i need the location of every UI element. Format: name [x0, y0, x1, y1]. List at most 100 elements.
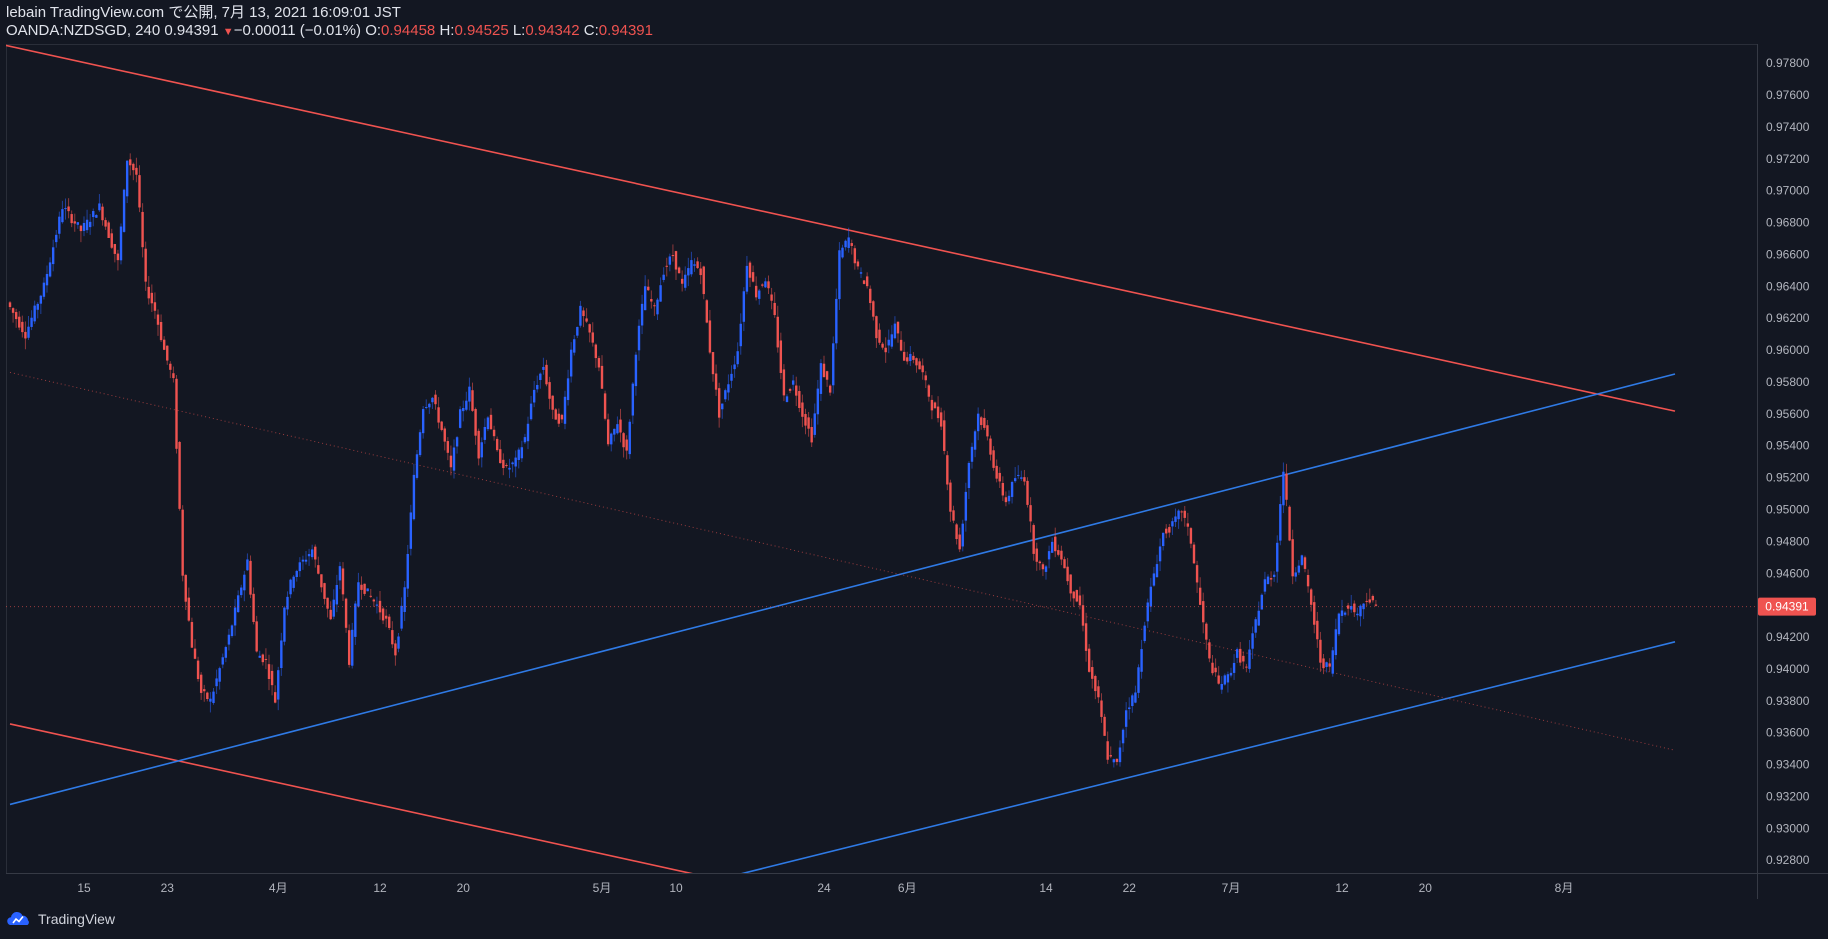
candle-body	[264, 658, 268, 660]
candle-body	[317, 565, 320, 574]
candle-body	[939, 412, 943, 427]
candle-body	[548, 382, 551, 399]
candle-body	[344, 598, 348, 628]
candle-body	[1038, 561, 1042, 564]
candle-body	[560, 414, 564, 420]
candle-body	[989, 438, 992, 455]
candle-body	[199, 674, 203, 693]
candle-body	[335, 585, 339, 605]
candle-body	[39, 295, 43, 304]
candle-body	[1084, 623, 1088, 651]
candle-body	[323, 583, 326, 599]
candle-body	[1097, 686, 1100, 698]
candle-body	[1171, 521, 1174, 527]
candle-body	[1161, 532, 1165, 547]
price-tick-label: 0.94600	[1766, 566, 1810, 580]
candle-body	[647, 286, 650, 291]
candle-body	[116, 253, 120, 261]
candle-body	[1063, 559, 1066, 569]
candle-body	[896, 321, 900, 334]
candle-body	[1276, 542, 1279, 572]
candle-body	[190, 622, 194, 648]
candle-body	[483, 426, 487, 440]
candle-body	[1109, 755, 1112, 757]
candle-body	[884, 347, 887, 353]
candle-body	[1322, 658, 1325, 669]
candle-body	[825, 371, 829, 380]
candle-body	[233, 607, 237, 626]
candle-body	[452, 447, 456, 471]
candle-body	[1214, 667, 1217, 673]
price-tick-label: 0.93600	[1766, 726, 1810, 740]
candle-body	[973, 431, 977, 450]
candle-body	[212, 691, 215, 703]
candle-body	[1103, 716, 1106, 736]
price-tick-label: 0.95200	[1766, 471, 1810, 485]
candle-body	[576, 326, 579, 336]
candle-body	[67, 206, 70, 212]
last-price-tag: 0.94391	[1758, 597, 1816, 616]
time-tick-label: 22	[1123, 881, 1137, 895]
candle-body	[1226, 674, 1230, 683]
candle-body	[724, 390, 727, 400]
candle-body	[314, 546, 317, 560]
candle-body	[107, 222, 110, 238]
candle-body	[292, 576, 295, 588]
candle-body	[79, 225, 83, 232]
candle-body	[378, 600, 382, 613]
candle-body	[754, 285, 758, 298]
candle-body	[1235, 649, 1239, 658]
candle-body	[304, 559, 308, 562]
price-axis[interactable]: 0.97800 0.97600 0.97400 0.97200 0.97000 0.968…	[1766, 56, 1810, 867]
trendline-mid-dotted	[9, 371, 1676, 751]
candle-body	[492, 429, 496, 437]
candle-body	[1131, 695, 1134, 707]
time-tick-label: 4月	[269, 881, 288, 895]
price-tick-label: 0.97000	[1766, 184, 1810, 198]
candle-body	[684, 274, 687, 288]
symbol-name[interactable]: OANDA:NZDSGD, 240	[6, 22, 161, 39]
candle-body	[1306, 574, 1310, 587]
candle-body	[1155, 564, 1159, 578]
candle-body	[1174, 516, 1177, 522]
candle-body	[156, 314, 160, 325]
candle-body	[637, 325, 641, 351]
candle-body	[795, 385, 798, 396]
candle-body	[1208, 642, 1211, 659]
candle-body	[1066, 566, 1069, 582]
candle-body	[912, 355, 915, 360]
candle-body	[369, 595, 372, 597]
candle-body	[58, 216, 61, 234]
candle-body	[255, 621, 258, 652]
candle-body	[486, 417, 490, 430]
candle-body	[603, 393, 607, 419]
candle-body	[129, 159, 132, 166]
chart-pane-border	[6, 44, 1758, 874]
candle-body	[1115, 758, 1119, 762]
candle-body	[1177, 510, 1180, 520]
time-axis[interactable]: 15 23 4月 12 20 5月 10 24 6月 14 22 7月 12 20 8月	[77, 881, 1573, 895]
candle-body	[1371, 595, 1375, 601]
candle-body	[742, 291, 746, 322]
candle-body	[650, 299, 653, 302]
tradingview-logo[interactable]: TradingView	[6, 910, 115, 928]
candle-body	[397, 636, 400, 649]
candle-body	[835, 298, 838, 344]
candle-body	[1118, 747, 1122, 763]
candle-body	[1149, 586, 1153, 607]
candle-body	[495, 438, 499, 451]
candle-body	[613, 428, 616, 435]
candle-body	[1282, 471, 1285, 506]
candle-body	[918, 361, 921, 370]
candle-body	[751, 272, 755, 282]
candle-body	[909, 353, 912, 362]
candle-body	[1272, 574, 1276, 577]
candle-body	[677, 267, 681, 274]
candle-body	[425, 407, 428, 409]
candle-body	[1297, 565, 1301, 573]
candle-body	[431, 397, 434, 403]
candle-body	[270, 670, 274, 686]
close-value: 0.94391	[598, 22, 653, 39]
candle-body	[804, 414, 807, 426]
